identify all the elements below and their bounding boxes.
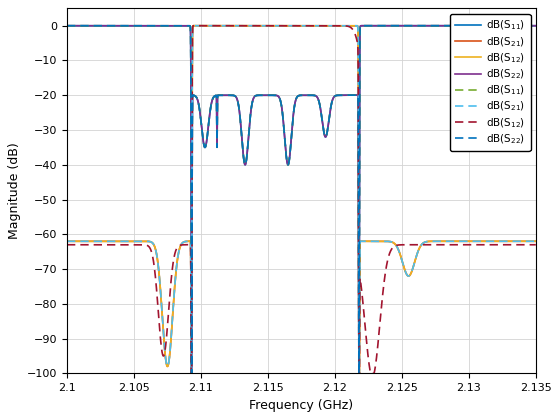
dB(S$_{11}$) — [64, 23, 71, 28]
Line: dB(S$_{21}$): dB(S$_{21}$) — [67, 26, 536, 373]
dB(S$_{21}$) — [234, 23, 240, 28]
dB(S$_{22}$) — [411, 23, 418, 28]
dB(S$_{11}$) — [234, 96, 240, 101]
dB(S$_{11}$) — [341, 93, 348, 98]
dB(S$_{22}$) — [436, 23, 443, 28]
dB(S$_{11}$) — [368, 23, 375, 28]
Legend: dB(S$_{11}$), dB(S$_{21}$), dB(S$_{12}$), dB(S$_{22}$), dB(S$_{11}$), dB(S$_{21}: dB(S$_{11}$), dB(S$_{21}$), dB(S$_{12}$)… — [450, 13, 530, 151]
dB(S$_{21}$) — [436, 239, 443, 244]
dB(S$_{21}$) — [411, 260, 418, 265]
dB(S$_{12}$) — [64, 239, 71, 244]
dB(S$_{11}$) — [188, 371, 195, 376]
dB(S$_{12}$) — [245, 23, 252, 28]
dB(S$_{21}$) — [274, 23, 281, 28]
dB(S$_{12}$) — [411, 260, 418, 265]
Y-axis label: Magnitude (dB): Magnitude (dB) — [8, 142, 21, 239]
dB(S$_{11}$) — [362, 23, 368, 28]
dB(S$_{11}$) — [368, 23, 375, 28]
dB(S$_{22}$) — [411, 23, 418, 28]
dB(S$_{22}$) — [362, 23, 368, 28]
dB(S$_{21}$) — [362, 239, 368, 244]
dB(S$_{22}$) — [368, 23, 375, 28]
dB(S$_{12}$) — [436, 239, 443, 244]
dB(S$_{22}$) — [362, 23, 368, 28]
X-axis label: Frequency (GHz): Frequency (GHz) — [249, 399, 353, 412]
dB(S$_{21}$) — [274, 23, 281, 28]
dB(S$_{12}$) — [188, 371, 194, 376]
dB(S$_{12}$) — [533, 239, 539, 244]
Line: dB(S$_{22}$): dB(S$_{22}$) — [67, 26, 536, 373]
dB(S$_{12}$) — [341, 23, 348, 28]
dB(S$_{21}$) — [64, 239, 71, 244]
dB(S$_{21}$) — [87, 239, 94, 244]
Line: dB(S$_{21}$): dB(S$_{21}$) — [67, 26, 536, 373]
dB(S$_{11}$) — [234, 96, 240, 101]
Line: dB(S$_{12}$): dB(S$_{12}$) — [67, 26, 536, 373]
dB(S$_{22}$) — [436, 23, 443, 28]
dB(S$_{21}$) — [87, 239, 94, 244]
dB(S$_{22}$) — [87, 23, 94, 28]
dB(S$_{11}$) — [188, 371, 195, 376]
dB(S$_{12}$) — [436, 242, 443, 247]
dB(S$_{12}$) — [533, 242, 539, 247]
dB(S$_{12}$) — [234, 23, 240, 28]
dB(S$_{22}$) — [533, 23, 539, 28]
dB(S$_{21}$) — [64, 239, 71, 244]
dB(S$_{11}$) — [64, 23, 71, 28]
dB(S$_{21}$) — [533, 239, 539, 244]
dB(S$_{12}$) — [234, 23, 240, 28]
Line: dB(S$_{11}$): dB(S$_{11}$) — [67, 26, 536, 373]
dB(S$_{11}$) — [87, 23, 94, 28]
dB(S$_{22}$) — [234, 96, 240, 101]
dB(S$_{11}$) — [87, 23, 94, 28]
dB(S$_{12}$) — [87, 242, 94, 247]
dB(S$_{11}$) — [436, 23, 443, 28]
dB(S$_{22}$) — [188, 371, 195, 376]
dB(S$_{22}$) — [87, 23, 94, 28]
dB(S$_{11}$) — [362, 23, 368, 28]
dB(S$_{21}$) — [341, 23, 348, 28]
Line: dB(S$_{22}$): dB(S$_{22}$) — [67, 26, 536, 373]
dB(S$_{11}$) — [411, 23, 418, 28]
dB(S$_{21}$) — [234, 23, 240, 28]
dB(S$_{11}$) — [411, 23, 418, 28]
dB(S$_{21}$) — [188, 371, 194, 376]
dB(S$_{22}$) — [64, 23, 71, 28]
dB(S$_{12}$) — [64, 242, 71, 247]
dB(S$_{21}$) — [436, 239, 443, 244]
dB(S$_{12}$) — [362, 239, 368, 244]
dB(S$_{21}$) — [188, 371, 194, 376]
dB(S$_{12}$) — [341, 23, 348, 28]
dB(S$_{22}$) — [188, 371, 195, 376]
dB(S$_{21}$) — [341, 23, 348, 28]
dB(S$_{12}$) — [188, 371, 194, 376]
Line: dB(S$_{12}$): dB(S$_{12}$) — [67, 26, 536, 373]
dB(S$_{11}$) — [341, 93, 348, 98]
dB(S$_{22}$) — [64, 23, 71, 28]
dB(S$_{22}$) — [368, 23, 375, 28]
dB(S$_{21}$) — [362, 239, 368, 244]
dB(S$_{21}$) — [411, 260, 418, 265]
dB(S$_{12}$) — [411, 242, 418, 247]
dB(S$_{11}$) — [533, 23, 539, 28]
dB(S$_{12}$) — [274, 23, 281, 28]
dB(S$_{22}$) — [341, 93, 348, 98]
dB(S$_{11}$) — [436, 23, 443, 28]
dB(S$_{12}$) — [87, 239, 94, 244]
dB(S$_{22}$) — [341, 93, 348, 98]
dB(S$_{21}$) — [533, 239, 539, 244]
dB(S$_{22}$) — [533, 23, 539, 28]
dB(S$_{11}$) — [533, 23, 539, 28]
Line: dB(S$_{11}$): dB(S$_{11}$) — [67, 26, 536, 373]
dB(S$_{22}$) — [234, 96, 240, 101]
dB(S$_{12}$) — [362, 322, 368, 327]
